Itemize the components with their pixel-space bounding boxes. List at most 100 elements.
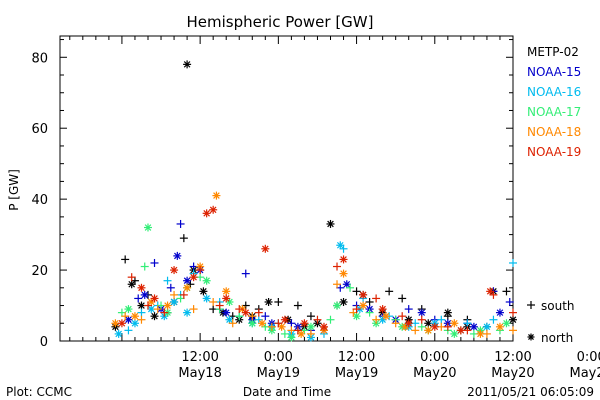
data-point-south — [365, 308, 374, 317]
data-point-north — [189, 273, 198, 282]
x-tick-date-label: May18 — [178, 366, 221, 381]
data-point-south — [143, 301, 152, 310]
x-tick-date-label: May19 — [335, 366, 378, 381]
data-point-north — [222, 287, 231, 296]
data-point-south — [404, 305, 413, 314]
x-tick-date-label: May21 — [570, 366, 600, 381]
data-point-south — [385, 287, 394, 296]
data-point-north — [339, 255, 348, 264]
data-point-north — [114, 329, 123, 338]
x-tick-label: 12:00 — [494, 350, 531, 365]
data-point-north — [170, 266, 179, 275]
data-point-north — [417, 308, 426, 317]
data-point-north — [502, 319, 511, 328]
data-point-south — [248, 312, 257, 321]
data-point-south — [241, 269, 250, 278]
data-point-north — [241, 308, 250, 317]
data-point-south — [150, 258, 159, 267]
x-tick-label: 12:00 — [181, 350, 218, 365]
data-point-north — [277, 322, 286, 331]
data-point-south — [209, 297, 218, 306]
data-point-north — [170, 297, 179, 306]
axis-ticks: 02040608012:00May180:00May1912:00May190:… — [31, 36, 600, 381]
data-marks — [111, 60, 517, 342]
data-point-south — [134, 294, 143, 303]
legend-marker-north — [527, 333, 535, 341]
data-point-south — [346, 283, 355, 292]
data-point-south — [274, 319, 283, 328]
x-tick-label: 0:00 — [577, 350, 600, 365]
data-point-north — [280, 315, 289, 324]
legend-entry: NOAA-15 — [527, 65, 581, 79]
x-tick-date-label: May20 — [413, 366, 456, 381]
data-point-south — [306, 312, 315, 321]
x-tick-date-label: May20 — [491, 366, 534, 381]
data-point-north — [111, 319, 120, 328]
data-point-north — [173, 251, 182, 260]
legend-entry: NOAA-19 — [527, 145, 581, 159]
y-tick-label: 40 — [31, 193, 48, 208]
data-point-north — [333, 301, 342, 310]
legend-entry: METP-02 — [527, 45, 579, 59]
data-point-south — [372, 294, 381, 303]
data-point-north — [183, 60, 192, 69]
data-point-south — [333, 262, 342, 271]
data-point-south — [137, 308, 146, 317]
data-point-south — [267, 322, 276, 331]
data-point-south — [443, 322, 452, 331]
data-point-north — [469, 322, 478, 331]
data-point-south — [153, 305, 162, 314]
data-point-south — [509, 258, 517, 267]
data-point-north — [456, 326, 465, 335]
data-point-south — [280, 329, 289, 338]
data-point-south — [333, 280, 342, 289]
legend-marker-label: south — [541, 299, 575, 313]
data-point-north — [509, 315, 517, 324]
data-point-south — [391, 319, 400, 328]
data-point-north — [140, 290, 149, 299]
plot-frame — [59, 35, 514, 342]
data-point-south — [235, 312, 244, 321]
x-tick-label: 0:00 — [264, 350, 293, 365]
data-point-south — [352, 287, 361, 296]
data-point-north — [306, 322, 315, 331]
data-point-south — [326, 315, 335, 324]
data-point-south — [502, 287, 511, 296]
data-point-north — [264, 297, 273, 306]
data-point-south — [137, 315, 146, 324]
data-point-north — [258, 319, 267, 328]
data-point-north — [130, 319, 139, 328]
data-point-south — [127, 273, 136, 282]
x-tick-label: 12:00 — [338, 350, 375, 365]
data-point-north — [476, 329, 485, 338]
data-point-south — [398, 294, 407, 303]
data-point-south — [121, 312, 130, 321]
data-point-north — [482, 322, 491, 331]
data-point-north — [202, 209, 211, 218]
data-point-north — [319, 322, 328, 331]
data-point-south — [489, 315, 498, 324]
data-point-north — [248, 319, 257, 328]
data-point-north — [450, 329, 459, 338]
y-axis-label: P [GW] — [7, 169, 21, 211]
data-point-north — [443, 308, 452, 317]
data-point-north — [183, 308, 192, 317]
data-point-north — [495, 308, 504, 317]
data-point-south — [189, 305, 198, 314]
data-point-south — [261, 312, 270, 321]
data-point-south — [254, 308, 263, 317]
x-axis-label: Date and Time — [243, 385, 331, 399]
data-point-north — [124, 305, 133, 314]
data-point-south — [365, 297, 374, 306]
x-tick-date-label: May19 — [257, 366, 300, 381]
data-point-north — [495, 322, 504, 331]
y-tick-label: 60 — [31, 122, 48, 137]
data-point-north — [163, 301, 172, 310]
data-point-south — [287, 319, 296, 328]
data-point-south — [411, 326, 420, 335]
legend-entry: NOAA-18 — [527, 125, 581, 139]
data-point-north — [486, 287, 495, 296]
data-point-north — [150, 312, 159, 321]
data-point-south — [124, 326, 133, 335]
